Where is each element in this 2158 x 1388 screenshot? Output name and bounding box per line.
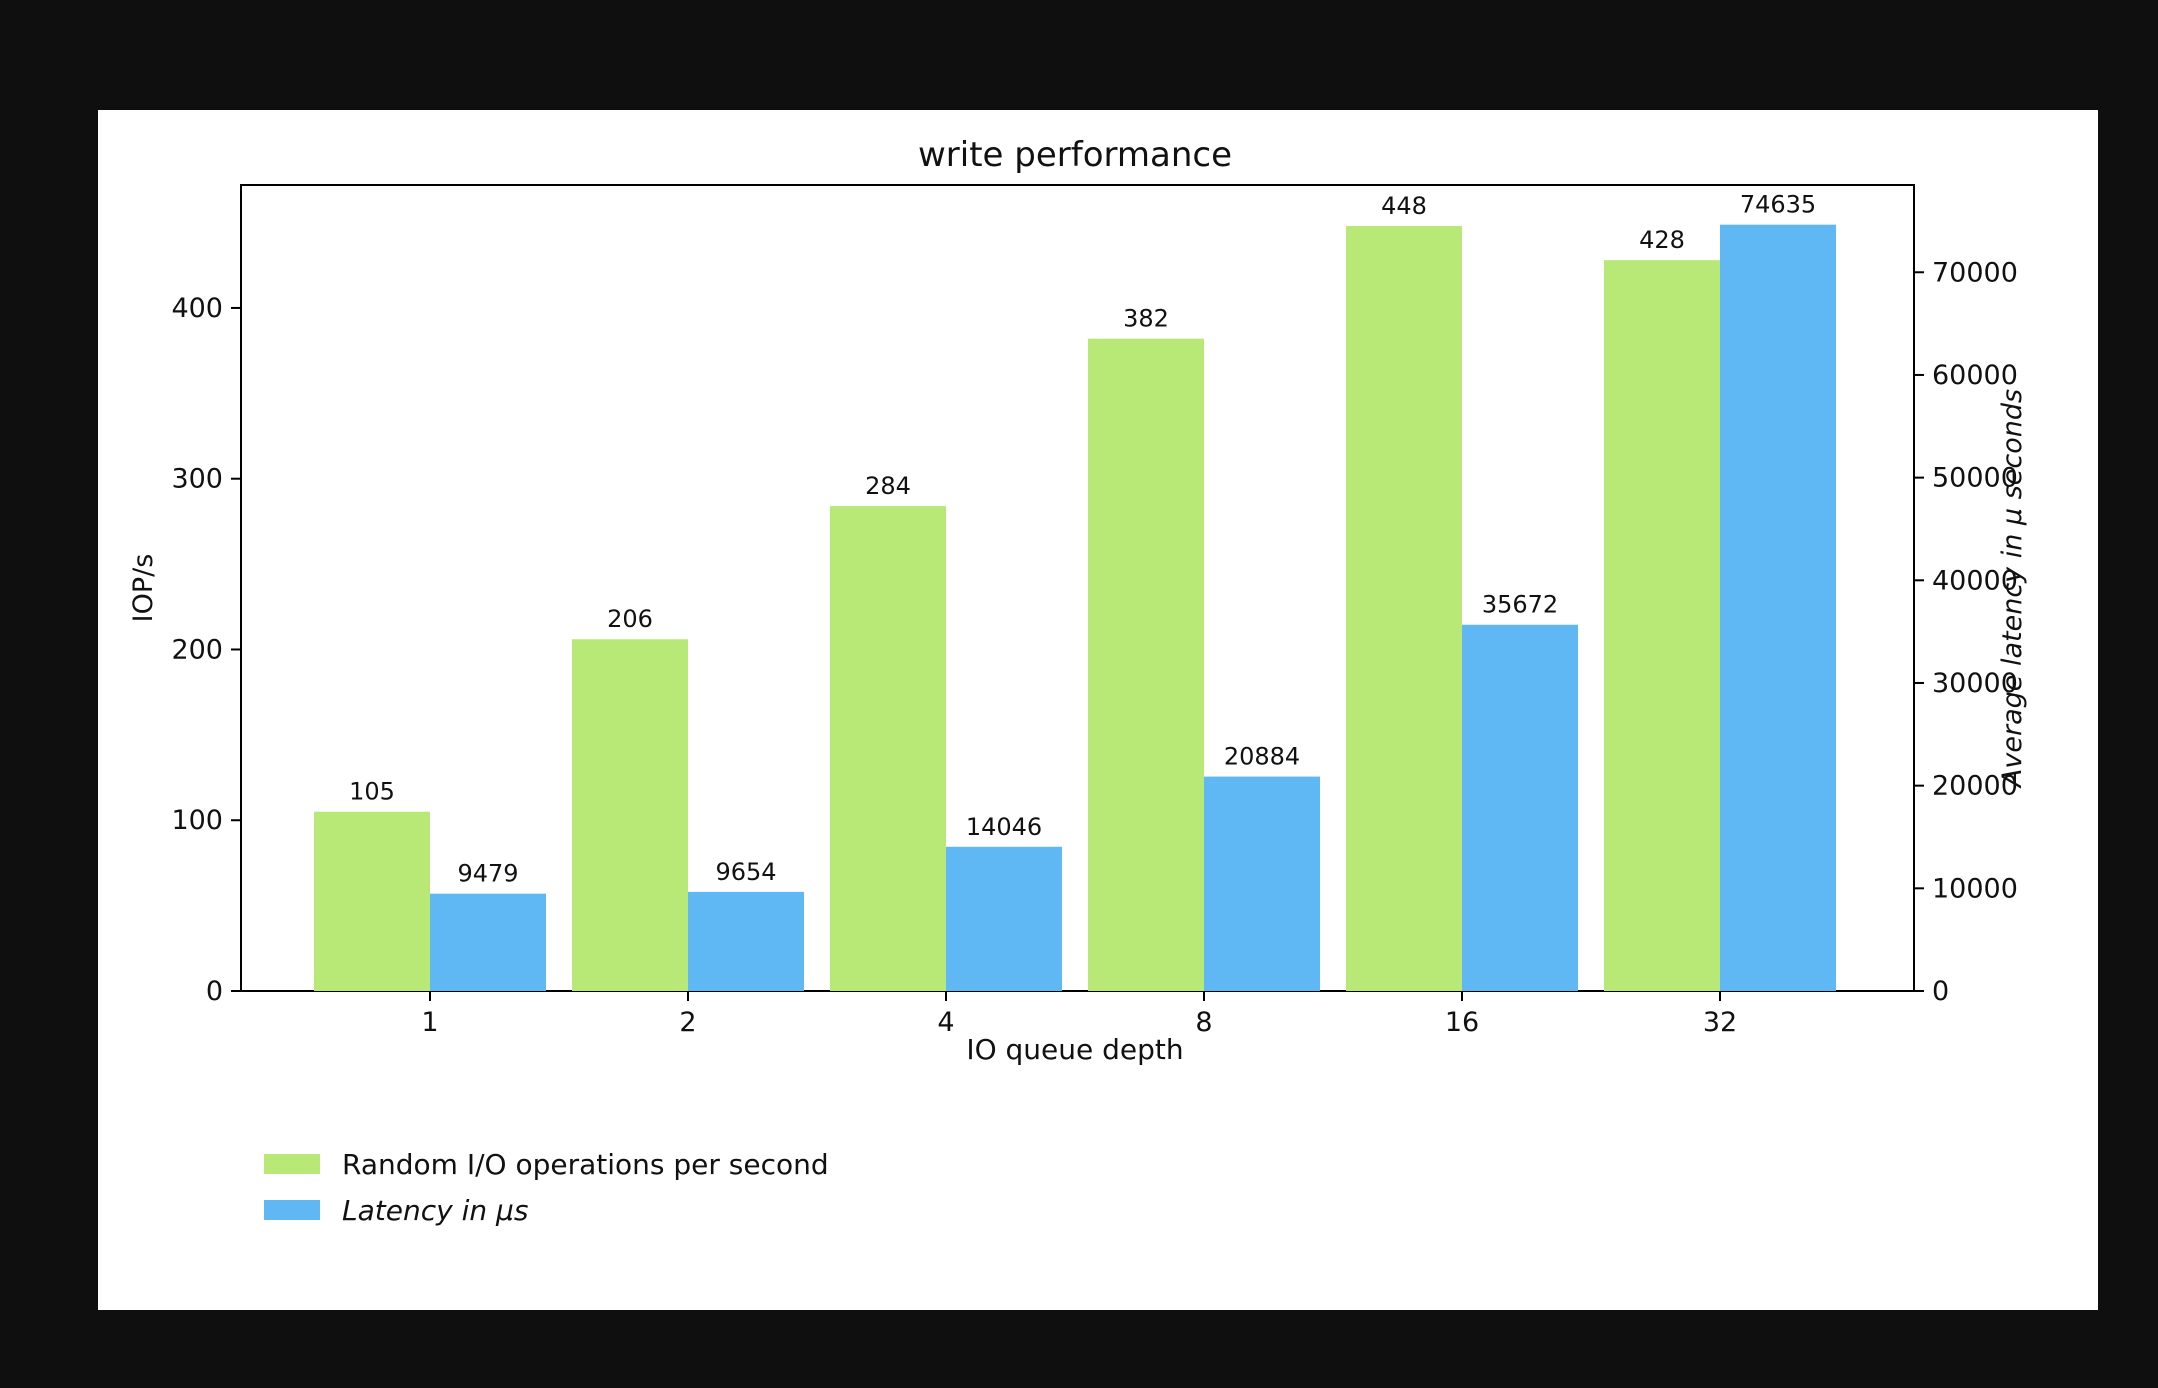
y-axis-label: IOP/s xyxy=(128,554,159,623)
bar-iops-32 xyxy=(1604,260,1720,991)
bar-iops-2 xyxy=(572,639,688,991)
legend-label-iops: Random I/O operations per second xyxy=(342,1148,829,1181)
bar-chart: write performance 1059479206965428414046… xyxy=(128,135,2028,1227)
y-right-tick-label-0: 0 xyxy=(1932,976,1949,1007)
x-tick-label-16: 16 xyxy=(1445,1007,1479,1038)
bar-latency-2 xyxy=(688,891,804,991)
x-axis-label: IO queue depth xyxy=(966,1033,1183,1066)
y-axis-right-label: Average latency in μ seconds xyxy=(1997,389,2028,789)
bar-labels-group: 105 9479 206 9654 284 14046 382 20884 448 35672 42… xyxy=(349,191,1816,888)
x-tick-label-2: 2 xyxy=(679,1007,696,1038)
y-right-tick-label-10000: 10000 xyxy=(1932,873,2018,904)
y-right-tick-label-40000: 40000 xyxy=(1932,565,2018,596)
bar-latency-32 xyxy=(1720,224,1836,991)
y-tick-label-100: 100 xyxy=(171,805,223,836)
bar-label-iops-8: 382 xyxy=(1123,305,1169,333)
x-tick-label-8: 8 xyxy=(1195,1007,1212,1038)
bar-label-iops-2: 206 xyxy=(607,605,653,633)
bar-latency-4 xyxy=(946,846,1062,991)
y-right-tick-label-30000: 30000 xyxy=(1932,668,2018,699)
bar-label-iops-4: 284 xyxy=(865,472,911,500)
bar-latency-8 xyxy=(1204,776,1320,991)
plot-area xyxy=(240,184,1915,992)
y-tick-label-400: 400 xyxy=(171,293,223,324)
bar-label-latency-1: 9479 xyxy=(457,860,518,888)
bars-group xyxy=(314,224,1836,992)
right-y-axis: 0 10000 20000 30000 40000 50000 60000 70000 xyxy=(1914,257,2018,1007)
bar-label-latency-2: 9654 xyxy=(715,858,776,886)
chart-title: write performance xyxy=(918,135,1232,175)
x-tick-label-4: 4 xyxy=(937,1007,954,1038)
bar-iops-16 xyxy=(1346,225,1462,992)
bar-label-latency-8: 20884 xyxy=(1224,743,1300,771)
y-right-tick-label-60000: 60000 xyxy=(1932,360,2018,391)
bar-iops-4 xyxy=(830,506,946,991)
legend-swatch-iops xyxy=(264,1154,320,1174)
bar-label-latency-32: 74635 xyxy=(1740,191,1816,219)
bar-label-latency-16: 35672 xyxy=(1482,591,1558,619)
bar-label-latency-4: 14046 xyxy=(966,813,1042,841)
x-axis: 1 2 4 8 16 32 xyxy=(421,991,1737,1038)
bar-latency-16 xyxy=(1462,624,1578,991)
legend-label-latency: Latency in μs xyxy=(342,1194,528,1227)
bar-label-iops-32: 428 xyxy=(1639,226,1685,254)
bar-label-iops-16: 448 xyxy=(1381,192,1427,220)
chart-figure: write performance 105 9479 206 9654 284 14046… xyxy=(98,110,2098,1310)
legend-swatch-latency xyxy=(264,1200,320,1220)
legend: Random I/O operations per second Latency… xyxy=(264,1148,829,1227)
y-right-tick-label-20000: 20000 xyxy=(1932,771,2018,802)
y-tick-label-0: 0 xyxy=(206,976,223,1007)
y-right-tick-label-50000: 50000 xyxy=(1932,463,2018,494)
bar-latency-1 xyxy=(430,893,546,991)
x-tick-label-1: 1 xyxy=(421,1007,438,1038)
left-y-axis: 0 100 200 300 400 xyxy=(171,293,241,1007)
bar-iops-1 xyxy=(314,811,430,991)
bar-label-iops-1: 105 xyxy=(349,778,395,806)
y-right-tick-label-70000: 70000 xyxy=(1932,257,2018,288)
bar-iops-8 xyxy=(1088,338,1204,991)
x-tick-label-32: 32 xyxy=(1703,1007,1737,1038)
y-tick-label-300: 300 xyxy=(171,464,223,495)
y-tick-label-200: 200 xyxy=(171,634,223,665)
